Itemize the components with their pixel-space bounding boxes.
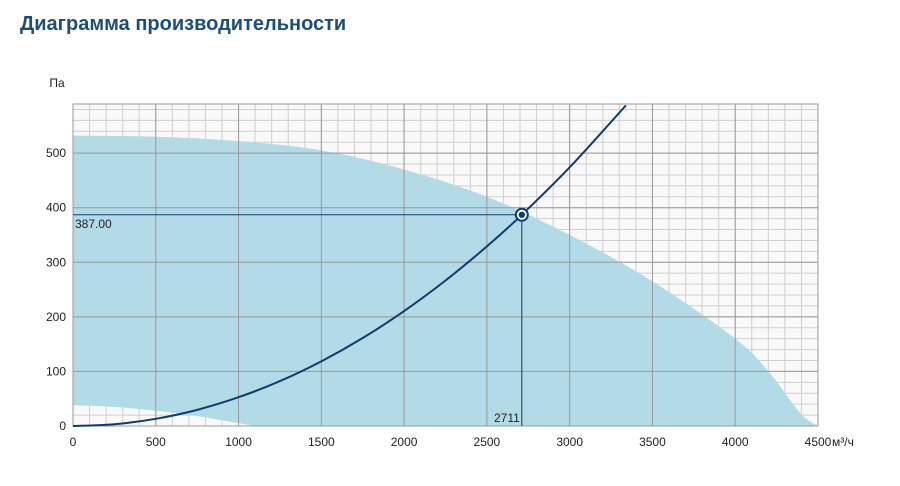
x-tick-label: 4000 — [722, 435, 749, 449]
x-axis-label: м³/ч — [832, 435, 854, 449]
x-tick-label: 3000 — [556, 435, 583, 449]
y-tick-label: 200 — [46, 310, 66, 324]
page-title: Диаграмма производительности — [20, 13, 347, 35]
y-axis-ticks: 0 100 200 300 400 500 — [46, 146, 66, 433]
x-tick-label: 2500 — [474, 435, 501, 449]
y-axis-label: Па — [49, 76, 65, 90]
x-tick-label: 4500 — [805, 435, 832, 449]
x-tick-label: 1500 — [308, 435, 335, 449]
x-tick-label: 0 — [70, 435, 77, 449]
y-tick-label: 0 — [59, 419, 66, 433]
x-tick-label: 500 — [146, 435, 166, 449]
operating-point-pressure-label: 387.00 — [75, 217, 112, 231]
x-axis-ticks: 0 500 1000 1500 2000 2500 3000 3500 4000 4500 — [70, 435, 832, 449]
plot-border — [72, 103, 819, 427]
x-tick-label: 1000 — [225, 435, 252, 449]
operating-point-flow-label: 2711 — [494, 411, 520, 425]
y-tick-label: 400 — [46, 201, 66, 215]
y-tick-label: 100 — [46, 364, 66, 378]
operating-point-marker-center — [518, 211, 526, 218]
y-tick-label: 500 — [46, 146, 66, 160]
x-tick-label: 3500 — [639, 435, 666, 449]
x-tick-label: 2000 — [391, 435, 418, 449]
y-tick-label: 300 — [46, 255, 66, 269]
